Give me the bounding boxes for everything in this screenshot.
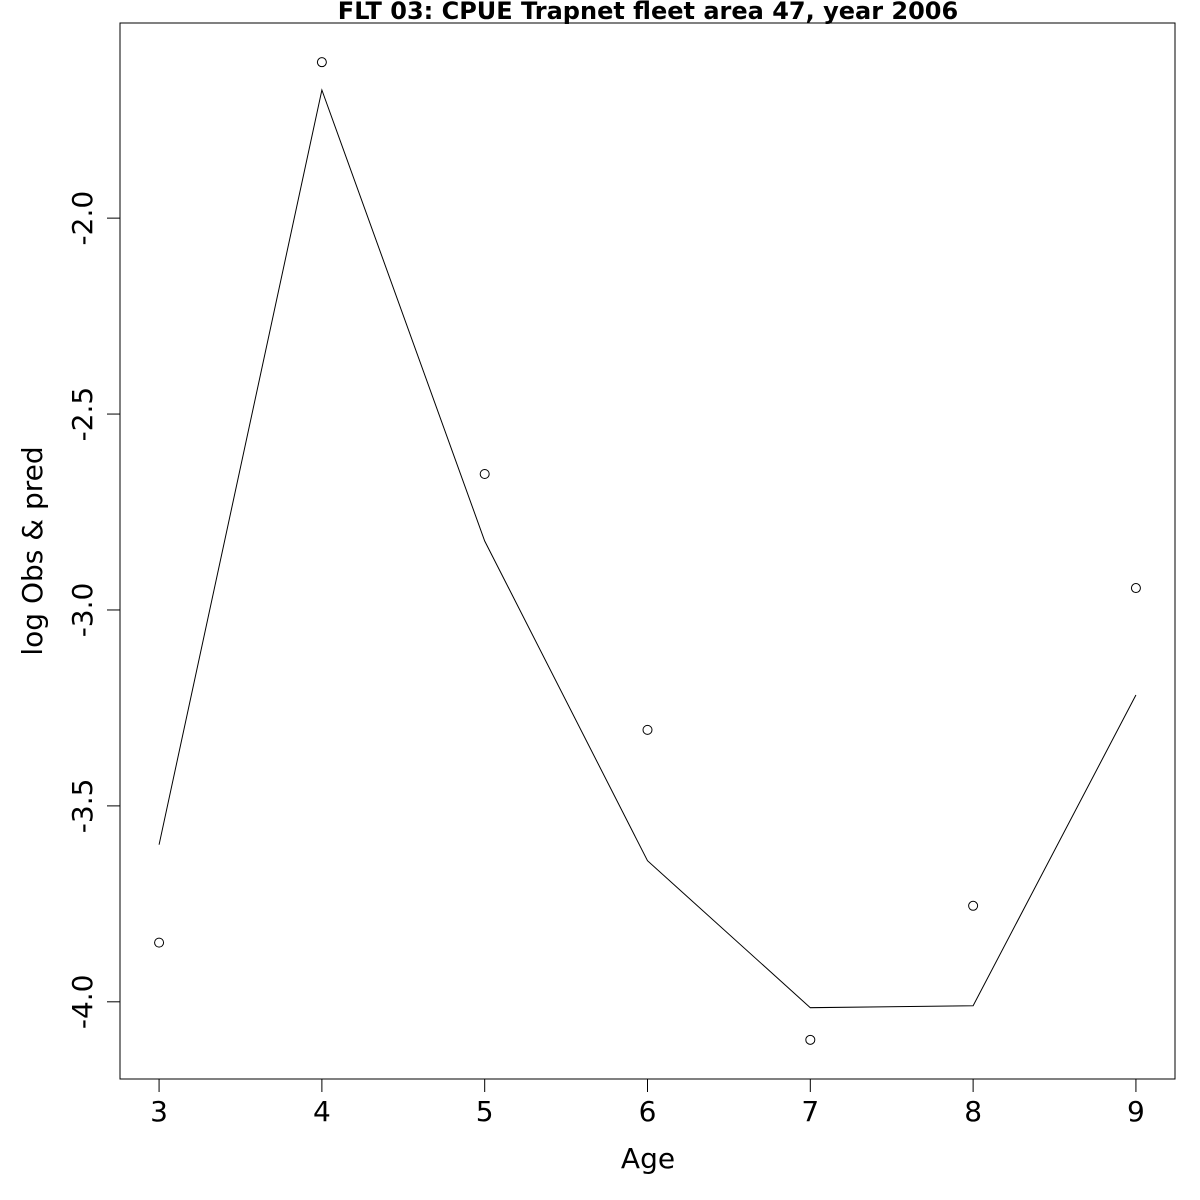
x-tick-label: 6 — [639, 1095, 657, 1128]
obs-point — [316, 57, 327, 68]
obs-point — [1130, 583, 1141, 594]
x-tick-label: 5 — [476, 1095, 494, 1128]
y-tick-label: -4.0 — [66, 974, 99, 1029]
chart-title: FLT 03: CPUE Trapnet fleet area 47, year… — [338, 0, 958, 25]
x-tick-label: 3 — [150, 1095, 168, 1128]
obs-point — [154, 937, 165, 948]
y-axis-label: log Obs & pred — [16, 446, 49, 655]
pred-line — [158, 88, 1137, 1009]
y-tick-label: -2.0 — [66, 191, 99, 246]
x-tick-label: 9 — [1127, 1095, 1145, 1128]
x-tick-label: 7 — [801, 1095, 819, 1128]
obs-point — [968, 900, 979, 911]
obs-point — [642, 724, 653, 735]
y-tick-label: -2.5 — [66, 387, 99, 442]
obs-point — [479, 469, 490, 480]
y-tick-label: -3.5 — [66, 779, 99, 834]
x-tick-label: 4 — [313, 1095, 331, 1128]
obs-point — [805, 1034, 816, 1045]
x-axis-label: Age — [621, 1142, 675, 1175]
x-tick-label: 8 — [964, 1095, 982, 1128]
y-tick-label: -3.0 — [66, 583, 99, 638]
